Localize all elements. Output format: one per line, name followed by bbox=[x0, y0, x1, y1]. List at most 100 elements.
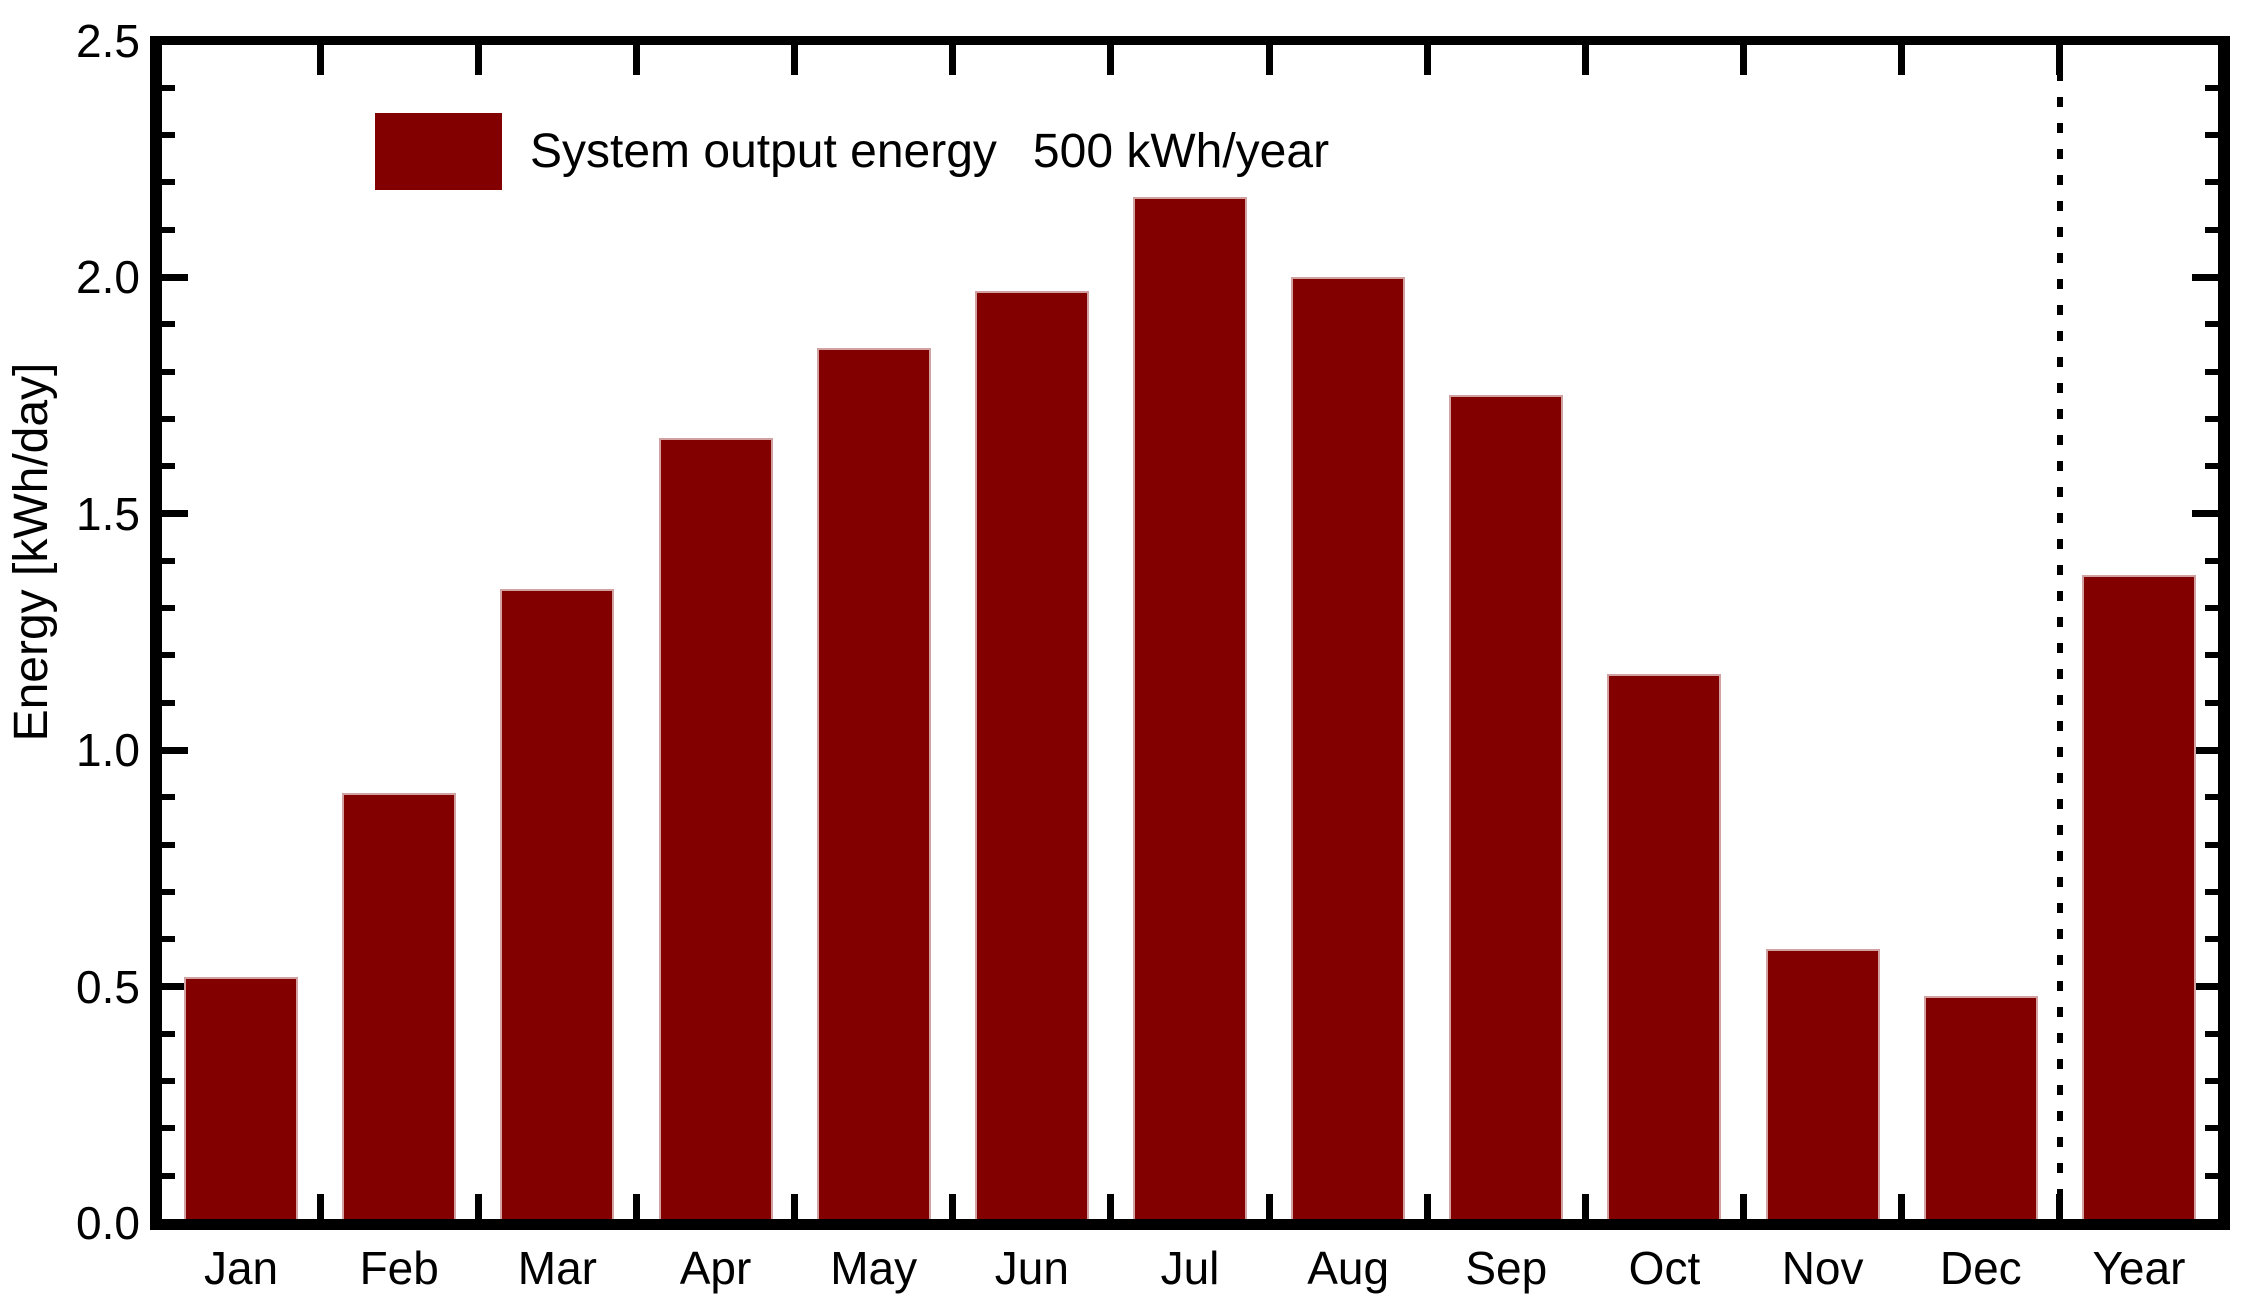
y-tick-label-0.5: 0.5 bbox=[76, 960, 140, 1013]
x-boundary-tick-bottom bbox=[474, 1194, 482, 1219]
x-boundary-tick-top bbox=[1740, 45, 1748, 75]
y-tick-label-0.0: 0.0 bbox=[76, 1197, 140, 1249]
x-tick-label-may: May bbox=[830, 1242, 918, 1294]
y-minor-tick-left bbox=[162, 415, 175, 422]
bar-sep bbox=[1449, 395, 1564, 1219]
bar-nov bbox=[1765, 948, 1880, 1219]
x-tick-label-oct: Oct bbox=[1628, 1242, 1701, 1294]
x-boundary-tick-top bbox=[1107, 45, 1115, 75]
y-minor-tick-left bbox=[162, 132, 175, 139]
y-minor-tick-right bbox=[2205, 84, 2218, 91]
y-minor-tick-right bbox=[2205, 1125, 2218, 1132]
y-minor-tick-left bbox=[162, 179, 175, 186]
y-minor-tick-right bbox=[2205, 699, 2218, 706]
y-minor-tick-left bbox=[162, 888, 175, 895]
y-minor-tick-right bbox=[2205, 321, 2218, 328]
y-tick-label-1.5: 1.5 bbox=[76, 487, 140, 540]
x-boundary-tick-bottom bbox=[1423, 1194, 1431, 1219]
bar-may bbox=[816, 347, 931, 1219]
y-minor-tick-right bbox=[2205, 132, 2218, 139]
x-tick-label-mar: Mar bbox=[517, 1242, 597, 1294]
y-minor-tick-left bbox=[162, 463, 175, 470]
y-minor-tick-right bbox=[2205, 463, 2218, 470]
bar-aug bbox=[1291, 277, 1406, 1219]
y-minor-tick-right bbox=[2205, 605, 2218, 612]
y-minor-tick-left bbox=[162, 84, 175, 91]
x-boundary-tick-bottom bbox=[949, 1194, 957, 1219]
bar-mar bbox=[500, 589, 615, 1219]
y-minor-tick-right bbox=[2205, 179, 2218, 186]
x-boundary-tick-bottom bbox=[1107, 1194, 1115, 1219]
y-major-tick-left bbox=[162, 746, 188, 754]
y-minor-tick-right bbox=[2205, 415, 2218, 422]
y-minor-tick-left bbox=[162, 226, 175, 233]
legend-label: System output energy bbox=[530, 125, 997, 178]
x-boundary-tick-bottom bbox=[1740, 1194, 1748, 1219]
x-boundary-tick-bottom bbox=[1581, 1194, 1589, 1219]
y-minor-tick-right bbox=[2205, 936, 2218, 943]
x-boundary-tick-bottom bbox=[316, 1194, 324, 1219]
bar-dec bbox=[1923, 995, 2038, 1219]
y-major-tick-right bbox=[2192, 510, 2218, 517]
y-major-tick-left bbox=[162, 983, 188, 990]
y-major-tick-right bbox=[2192, 746, 2218, 754]
x-tick-label-year: Year bbox=[2092, 1242, 2186, 1294]
y-minor-tick-left bbox=[162, 557, 175, 564]
y-major-tick-right bbox=[2192, 983, 2218, 990]
y-tick-label-2.0: 2.0 bbox=[76, 251, 140, 303]
x-tick-label-aug: Aug bbox=[1307, 1242, 1390, 1294]
year-separator-line bbox=[2056, 45, 2063, 1219]
y-minor-tick-left bbox=[162, 1172, 175, 1179]
bar-jan bbox=[184, 977, 299, 1219]
y-tick-label-1.0: 1.0 bbox=[76, 724, 140, 776]
x-boundary-tick-top bbox=[474, 45, 482, 75]
y-minor-tick-left bbox=[162, 321, 175, 328]
bar-oct bbox=[1607, 674, 1722, 1219]
y-minor-tick-right bbox=[2205, 1030, 2218, 1037]
y-minor-tick-left bbox=[162, 1125, 175, 1132]
y-minor-tick-right bbox=[2205, 557, 2218, 564]
y-minor-tick-right bbox=[2205, 794, 2218, 801]
y-minor-tick-left bbox=[162, 841, 175, 848]
plot-area: System output energy 500 kWh/year bbox=[150, 36, 2230, 1230]
y-minor-tick-left bbox=[162, 605, 175, 612]
y-minor-tick-right bbox=[2205, 1172, 2218, 1179]
bar-jul bbox=[1133, 196, 1247, 1219]
x-boundary-tick-top bbox=[949, 45, 957, 75]
legend-swatch bbox=[375, 113, 502, 190]
x-boundary-tick-top bbox=[632, 45, 640, 75]
y-minor-tick-left bbox=[162, 368, 175, 375]
x-boundary-tick-bottom bbox=[791, 1194, 799, 1219]
legend-value: 500 kWh/year bbox=[1032, 125, 1330, 178]
x-tick-label-jun: Jun bbox=[994, 1242, 1069, 1294]
y-minor-tick-right bbox=[2205, 888, 2218, 895]
x-tick-label-jan: Jan bbox=[203, 1242, 279, 1294]
y-minor-tick-left bbox=[162, 1078, 175, 1085]
x-tick-label-feb: Feb bbox=[359, 1242, 439, 1294]
bar-jun bbox=[974, 291, 1089, 1219]
y-minor-tick-left bbox=[162, 1030, 175, 1037]
y-minor-tick-left bbox=[162, 936, 175, 943]
y-minor-tick-right bbox=[2205, 841, 2218, 848]
y-minor-tick-right bbox=[2205, 652, 2218, 659]
x-tick-label-nov: Nov bbox=[1781, 1242, 1864, 1294]
x-boundary-tick-bottom bbox=[632, 1194, 640, 1219]
y-minor-tick-left bbox=[162, 794, 175, 801]
x-tick-label-dec: Dec bbox=[1939, 1242, 2022, 1294]
x-boundary-tick-bottom bbox=[1265, 1194, 1273, 1219]
y-minor-tick-right bbox=[2205, 1078, 2218, 1085]
y-minor-tick-left bbox=[162, 699, 175, 706]
bar-apr bbox=[658, 437, 773, 1219]
y-major-tick-right bbox=[2192, 273, 2218, 281]
x-boundary-tick-top bbox=[1581, 45, 1589, 75]
x-boundary-tick-top bbox=[1423, 45, 1431, 75]
bar-year bbox=[2081, 575, 2196, 1219]
y-tick-label-2.5: 2.5 bbox=[76, 14, 140, 67]
x-boundary-tick-top bbox=[1265, 45, 1273, 75]
x-boundary-tick-top bbox=[791, 45, 799, 75]
x-tick-label-apr: Apr bbox=[679, 1242, 752, 1294]
x-tick-label-sep: Sep bbox=[1465, 1242, 1548, 1294]
x-boundary-tick-top bbox=[1898, 45, 1906, 75]
y-minor-tick-right bbox=[2205, 226, 2218, 233]
